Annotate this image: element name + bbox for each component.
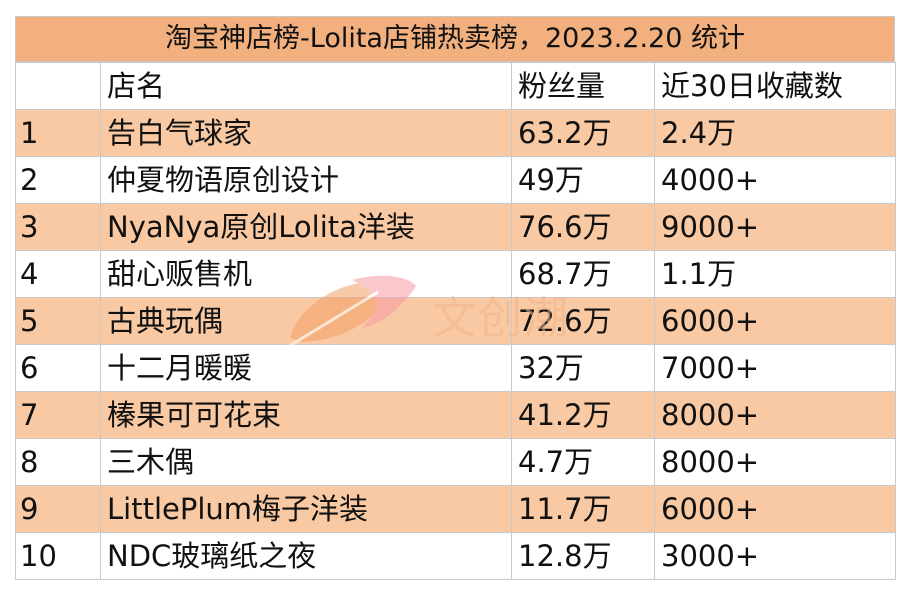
- favorites-cell: 8000+: [654, 391, 896, 439]
- favorites-cell: 6000+: [654, 297, 896, 345]
- followers-cell: 72.6万: [511, 297, 655, 345]
- favorites-cell: 6000+: [654, 485, 896, 533]
- rank-cell: 10: [15, 532, 101, 580]
- table-row: 6 十二月暖暖 32万 7000+: [15, 344, 896, 392]
- favorites-cell: 8000+: [654, 438, 896, 486]
- rank-cell: 1: [15, 109, 101, 157]
- table-title: 淘宝神店榜-Lolita店铺热卖榜，2023.2.20 统计: [15, 16, 895, 62]
- favorites-cell: 3000+: [654, 532, 896, 580]
- table-row: 9 LittlePlum梅子洋装 11.7万 6000+: [15, 485, 896, 533]
- followers-cell: 4.7万: [511, 438, 655, 486]
- shop-name-cell: 告白气球家: [100, 109, 512, 157]
- rank-cell: 5: [15, 297, 101, 345]
- shop-name-cell: 榛果可可花束: [100, 391, 512, 439]
- shop-name-cell: 仲夏物语原创设计: [100, 156, 512, 204]
- shop-name-cell: 三木偶: [100, 438, 512, 486]
- header-shop-name: 店名: [100, 62, 512, 110]
- header-favorites-30d: 近30日收藏数: [654, 62, 896, 110]
- rank-cell: 9: [15, 485, 101, 533]
- shop-name-cell: LittlePlum梅子洋装: [100, 485, 512, 533]
- rank-cell: 7: [15, 391, 101, 439]
- shop-name-cell: 古典玩偶: [100, 297, 512, 345]
- favorites-cell: 7000+: [654, 344, 896, 392]
- followers-cell: 76.6万: [511, 203, 655, 251]
- header-rank: [15, 62, 101, 110]
- followers-cell: 12.8万: [511, 532, 655, 580]
- rank-cell: 3: [15, 203, 101, 251]
- ranking-sheet: 淘宝神店榜-Lolita店铺热卖榜，2023.2.20 统计 店名 粉丝量 近3…: [15, 16, 896, 580]
- shop-name-cell: NDC玻璃纸之夜: [100, 532, 512, 580]
- followers-cell: 41.2万: [511, 391, 655, 439]
- shop-name-cell: 十二月暖暖: [100, 344, 512, 392]
- table-row: 2 仲夏物语原创设计 49万 4000+: [15, 156, 896, 204]
- favorites-cell: 9000+: [654, 203, 896, 251]
- favorites-cell: 4000+: [654, 156, 896, 204]
- followers-cell: 63.2万: [511, 109, 655, 157]
- shop-name-cell: 甜心贩售机: [100, 250, 512, 298]
- rank-cell: 4: [15, 250, 101, 298]
- table-row: 10 NDC玻璃纸之夜 12.8万 3000+: [15, 532, 896, 580]
- table-row: 8 三木偶 4.7万 8000+: [15, 438, 896, 486]
- header-row: 店名 粉丝量 近30日收藏数: [15, 62, 896, 110]
- followers-cell: 49万: [511, 156, 655, 204]
- table-row: 4 甜心贩售机 68.7万 1.1万: [15, 250, 896, 298]
- rank-cell: 6: [15, 344, 101, 392]
- table-row: 5 古典玩偶 72.6万 6000+: [15, 297, 896, 345]
- ranking-table: 店名 粉丝量 近30日收藏数 1 告白气球家 63.2万 2.4万 2 仲夏物语…: [15, 62, 896, 580]
- favorites-cell: 2.4万: [654, 109, 896, 157]
- table-row: 7 榛果可可花束 41.2万 8000+: [15, 391, 896, 439]
- table-row: 3 NyaNya原创Lolita洋装 76.6万 9000+: [15, 203, 896, 251]
- rank-cell: 8: [15, 438, 101, 486]
- table-row: 1 告白气球家 63.2万 2.4万: [15, 109, 896, 157]
- followers-cell: 68.7万: [511, 250, 655, 298]
- rank-cell: 2: [15, 156, 101, 204]
- followers-cell: 11.7万: [511, 485, 655, 533]
- favorites-cell: 1.1万: [654, 250, 896, 298]
- header-followers: 粉丝量: [511, 62, 655, 110]
- shop-name-cell: NyaNya原创Lolita洋装: [100, 203, 512, 251]
- followers-cell: 32万: [511, 344, 655, 392]
